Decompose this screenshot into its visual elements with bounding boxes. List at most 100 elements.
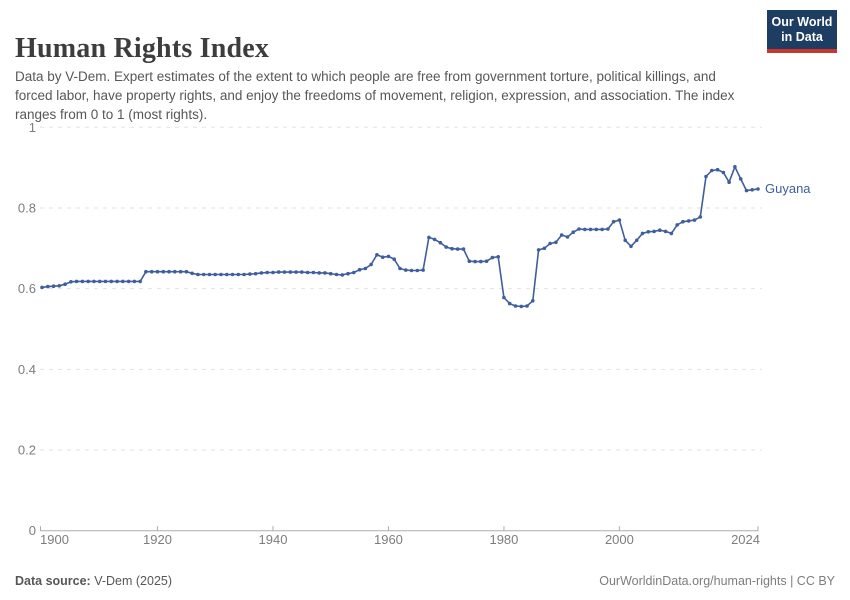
data-point[interactable] (600, 227, 604, 232)
data-point[interactable] (652, 229, 656, 234)
series-end-label[interactable]: Guyana (765, 181, 811, 196)
data-point[interactable] (311, 270, 316, 275)
data-point[interactable] (531, 299, 535, 303)
data-point[interactable] (196, 272, 200, 277)
data-point[interactable] (380, 255, 385, 259)
data-point[interactable] (507, 301, 512, 306)
data-point[interactable] (663, 229, 668, 234)
data-point[interactable] (248, 272, 252, 276)
data-point[interactable] (738, 177, 743, 181)
data-point[interactable] (40, 285, 44, 290)
data-point[interactable] (496, 254, 501, 259)
data-point[interactable] (733, 165, 737, 169)
data-point[interactable] (178, 269, 183, 274)
data-point[interactable] (675, 223, 679, 227)
data-point[interactable] (502, 295, 506, 300)
data-point[interactable] (415, 268, 420, 273)
data-point[interactable] (155, 269, 160, 274)
data-point[interactable] (375, 253, 379, 257)
owid-url-license[interactable]: OurWorldinData.org/human-rights | CC BY (599, 574, 835, 588)
data-point[interactable] (519, 304, 524, 309)
data-point[interactable] (404, 268, 408, 272)
data-point[interactable] (634, 238, 639, 243)
data-point[interactable] (525, 304, 529, 308)
data-point[interactable] (92, 279, 96, 284)
data-point[interactable] (328, 271, 333, 276)
data-point[interactable] (51, 284, 56, 289)
data-point[interactable] (109, 279, 114, 284)
data-point[interactable] (363, 266, 368, 271)
data-point[interactable] (450, 246, 454, 251)
data-point[interactable] (236, 272, 241, 277)
data-point[interactable] (646, 230, 651, 234)
data-point[interactable] (161, 269, 166, 274)
data-point[interactable] (271, 270, 275, 275)
data-point[interactable] (201, 272, 206, 277)
data-point[interactable] (207, 272, 212, 277)
data-point[interactable] (484, 259, 489, 264)
data-point[interactable] (392, 257, 397, 262)
data-point[interactable] (565, 235, 570, 239)
data-point[interactable] (692, 218, 697, 222)
data-point[interactable] (611, 219, 616, 224)
data-point[interactable] (721, 170, 726, 175)
data-point[interactable] (103, 279, 108, 284)
data-point[interactable] (97, 279, 102, 284)
data-point[interactable] (588, 227, 593, 232)
data-point[interactable] (658, 228, 662, 232)
data-point[interactable] (473, 259, 477, 264)
data-point[interactable] (438, 240, 443, 245)
data-point[interactable] (219, 272, 223, 277)
data-point[interactable] (461, 247, 466, 251)
data-point[interactable] (623, 238, 627, 243)
data-point[interactable] (74, 279, 79, 284)
data-point[interactable] (513, 304, 518, 308)
data-point[interactable] (750, 188, 754, 192)
data-point[interactable] (46, 284, 50, 289)
data-point[interactable] (629, 244, 633, 249)
data-point[interactable] (606, 227, 610, 231)
data-point[interactable] (121, 279, 125, 284)
data-point[interactable] (69, 280, 73, 284)
data-point[interactable] (715, 167, 720, 172)
data-point[interactable] (421, 268, 425, 272)
data-point[interactable] (669, 231, 674, 236)
data-point[interactable] (230, 272, 235, 277)
data-point[interactable] (173, 269, 177, 274)
data-point[interactable] (640, 231, 645, 236)
data-point[interactable] (594, 227, 599, 232)
data-point[interactable] (542, 246, 547, 251)
series-line[interactable] (41, 166, 759, 308)
data-point[interactable] (455, 247, 460, 251)
data-point[interactable] (686, 219, 691, 223)
data-point[interactable] (144, 269, 148, 274)
data-point[interactable] (184, 269, 189, 274)
data-point[interactable] (265, 270, 270, 275)
data-point[interactable] (698, 215, 703, 219)
data-point[interactable] (340, 273, 345, 277)
data-point[interactable] (548, 241, 552, 246)
data-point[interactable] (617, 218, 622, 222)
data-point[interactable] (323, 271, 327, 275)
data-point[interactable] (305, 270, 310, 275)
data-point[interactable] (346, 271, 350, 276)
data-point[interactable] (126, 279, 131, 284)
data-point[interactable] (427, 235, 431, 240)
data-point[interactable] (571, 230, 575, 234)
data-point[interactable] (300, 270, 304, 274)
data-point[interactable] (213, 272, 217, 277)
data-point[interactable] (577, 227, 581, 231)
data-point[interactable] (744, 188, 749, 193)
data-point[interactable] (276, 270, 281, 274)
data-point[interactable] (490, 255, 495, 260)
data-point[interactable] (138, 279, 142, 284)
data-point[interactable] (242, 272, 246, 277)
data-point[interactable] (536, 248, 541, 252)
data-point[interactable] (467, 259, 472, 264)
data-point[interactable] (253, 271, 258, 276)
data-point[interactable] (727, 180, 731, 184)
data-point[interactable] (432, 237, 437, 242)
data-point[interactable] (225, 272, 229, 277)
data-point[interactable] (317, 271, 322, 275)
